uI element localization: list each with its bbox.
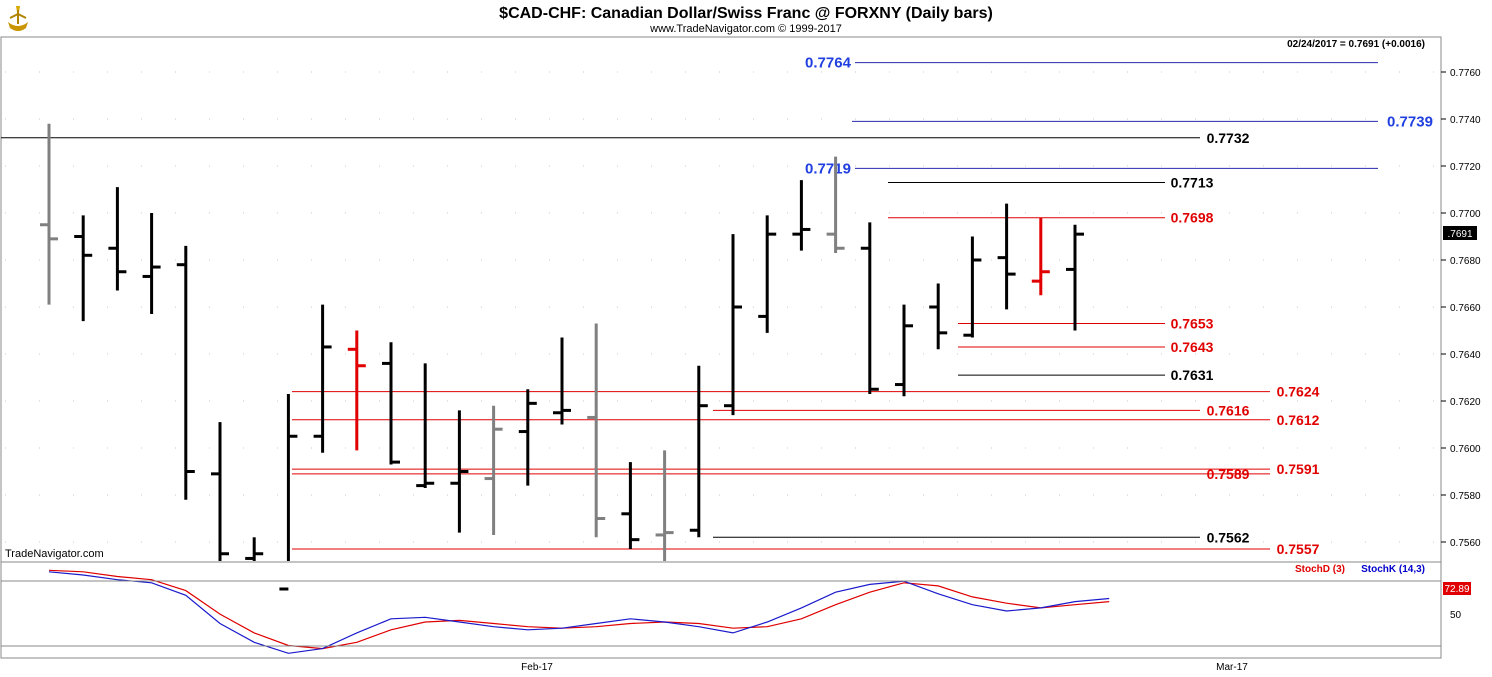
level-label-0.7713: 0.7713 [1171,174,1214,190]
price-axis-label: 0.7660 [1450,303,1481,314]
level-label-0.7624: 0.7624 [1277,384,1320,400]
price-axis-label: 0.7560 [1450,538,1481,549]
ohlc-bar [621,462,640,550]
price-axis-label: 0.7740 [1450,115,1481,126]
level-label-0.7591: 0.7591 [1277,461,1320,477]
level-label-0.7562: 0.7562 [1207,529,1250,545]
ohlc-bar [313,304,332,453]
ohlc-bar [860,222,879,394]
ohlc-bar [1066,224,1084,331]
ohlc-bar [655,450,674,561]
ohlc-bar [74,215,93,322]
ohlc-bar [963,236,982,338]
price-axis-label: 0.7640 [1450,350,1481,361]
ohlc-bar [689,365,708,538]
level-label-0.7732: 0.7732 [1207,130,1250,146]
ohlc-bar [211,422,229,561]
stoch-tick-50: 50 [1450,610,1462,621]
level-label-0.7719: 0.7719 [805,160,851,177]
watermark-text: TradeNavigator.com [5,548,104,560]
level-label-0.7739: 0.7739 [1387,113,1433,130]
ohlc-bar [553,337,571,425]
ohlc-bar [997,203,1016,310]
ohlc-bar [450,410,469,533]
current-price-badge [1443,226,1477,240]
ohlc-bar [518,389,537,486]
ohlc-bar [40,123,58,305]
tradenavigator-logo-icon[interactable] [8,6,28,31]
ohlc-bar [826,156,845,253]
ohlc-bar [176,245,195,500]
ohlc-bar [929,283,948,350]
ohlc-bar [279,393,298,591]
ohlc-bar [724,234,742,416]
price-axis-label: 0.7580 [1450,491,1481,502]
stoch-d-line [48,569,1110,650]
stoch-k-legend: StochK (14,3) [1361,564,1425,575]
ohlc-bar [347,330,366,451]
level-label-0.7653: 0.7653 [1171,315,1214,331]
price-axis-label: 0.7620 [1450,397,1481,408]
ohlc-bar [245,537,264,561]
ohlc-bar [758,215,777,333]
date-label-mar: Mar-17 [1216,662,1248,673]
level-label-0.7698: 0.7698 [1171,210,1214,226]
copyright-text: www.TradeNavigator.com © 1999-2017 [649,23,842,35]
ohlc-bar [484,405,503,535]
ohlc-bar [792,180,811,251]
ohlc-bar [587,323,606,538]
date-label-feb: Feb-17 [521,662,553,673]
price-axis-label: 0.7720 [1450,162,1481,173]
price-axis-label: 0.7760 [1450,68,1481,79]
stoch-value-label: 72.89 [1444,584,1469,595]
ohlc-bar [108,187,127,291]
stoch-k-line [48,571,1110,654]
level-label-0.7631: 0.7631 [1171,367,1214,383]
ohlc-bar [895,304,913,397]
ohlc-bar [1031,217,1050,296]
level-label-0.7612: 0.7612 [1277,412,1320,428]
price-axis-label: 0.7680 [1450,256,1481,267]
price-axis-label: 0.7600 [1450,444,1481,455]
level-label-0.7643: 0.7643 [1171,339,1214,355]
ohlc-bar [142,213,161,315]
level-label-0.7589: 0.7589 [1207,466,1250,482]
level-label-0.7616: 0.7616 [1207,402,1250,418]
price-axis-label: 0.7700 [1450,209,1481,220]
level-label-0.7557: 0.7557 [1277,541,1320,557]
level-label-0.7764: 0.7764 [805,55,852,72]
stoch-value-badge [1443,582,1471,595]
last-quote-readout: 02/24/2017 = 0.7691 (+0.0016) [1287,39,1425,50]
chart-title: $CAD-CHF: Canadian Dollar/Swiss Franc @ … [499,5,993,22]
ohlc-bar [382,342,400,465]
stoch-d-legend: StochD (3) [1295,564,1345,575]
ohlc-bar [416,363,435,488]
current-price-label: .7691 [1447,229,1472,240]
